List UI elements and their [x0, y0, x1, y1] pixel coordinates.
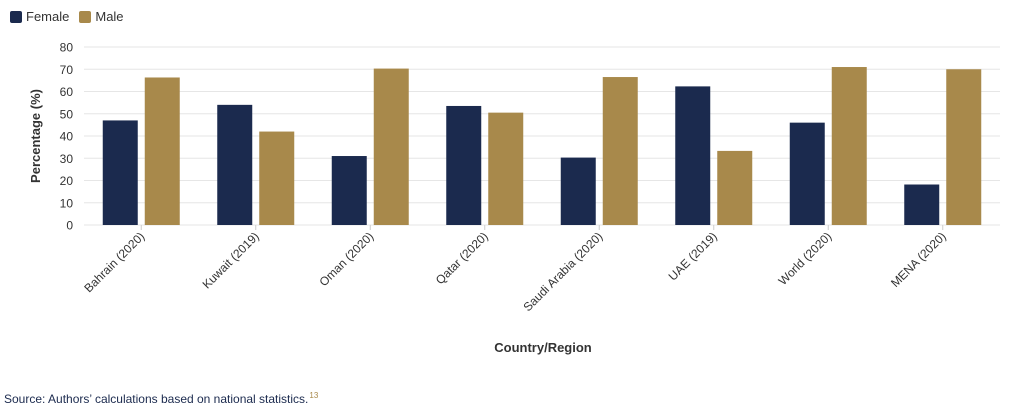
bar-male[interactable] — [717, 150, 753, 225]
bar-female[interactable] — [904, 184, 940, 225]
y-tick-label: 10 — [60, 196, 74, 210]
x-tick-label: Oman (2020) — [316, 229, 376, 289]
y-tick-label: 0 — [66, 219, 73, 233]
bar-male[interactable] — [488, 112, 524, 225]
legend-item-female[interactable]: Female — [10, 9, 69, 24]
y-tick-label: 20 — [60, 174, 74, 188]
footnote-ref[interactable]: 13 — [309, 391, 319, 400]
x-tick-label: Qatar (2020) — [433, 229, 491, 287]
x-axis-label: Country/Region — [494, 340, 592, 355]
bar-male[interactable] — [602, 77, 638, 225]
y-tick-label: 30 — [60, 152, 74, 166]
legend-swatch-male — [79, 10, 92, 23]
bar-chart: 0 10 20 30 40 50 60 70 80 Bahrain (2020) Kuwait (… — [28, 41, 1000, 355]
bars — [102, 67, 982, 226]
bar-female[interactable] — [560, 157, 596, 225]
legend-label-female: Female — [26, 9, 70, 24]
y-tick-label: 60 — [60, 85, 74, 99]
bar-male[interactable] — [373, 68, 409, 226]
x-tick-label: World (2020) — [776, 229, 835, 288]
bar-male[interactable] — [946, 69, 982, 225]
x-tick-label: UAE (2019) — [666, 229, 720, 283]
bar-female[interactable] — [331, 156, 367, 225]
bar-male[interactable] — [144, 77, 180, 225]
bar-female[interactable] — [446, 105, 482, 225]
chart-legend: Female Male — [10, 9, 134, 24]
y-tick-label: 40 — [60, 130, 74, 144]
bar-male[interactable] — [831, 67, 867, 226]
bar-female[interactable] — [217, 104, 253, 225]
x-tick-label: Kuwait (2019) — [200, 229, 262, 291]
legend-label-male: Male — [95, 9, 124, 24]
bar-female[interactable] — [102, 120, 138, 225]
y-axis-label: Percentage (%) — [28, 89, 43, 183]
y-tick-label: 80 — [60, 41, 74, 55]
legend-item-male[interactable]: Male — [79, 9, 124, 24]
bar-male[interactable] — [259, 131, 295, 225]
x-tick-label: MENA (2020) — [888, 229, 949, 290]
y-axis-ticks: 0 10 20 30 40 50 60 70 80 — [60, 41, 74, 233]
x-tick-label: Bahrain (2020) — [81, 229, 147, 295]
source-text: Source: Authors’ calculations based on n… — [4, 392, 309, 406]
y-tick-label: 70 — [60, 63, 74, 77]
x-tick-label: Saudi Arabia (2020) — [520, 229, 605, 314]
y-tick-label: 50 — [60, 107, 74, 121]
bar-female[interactable] — [789, 122, 825, 225]
bar-female[interactable] — [675, 86, 711, 225]
legend-swatch-female — [10, 10, 22, 23]
x-axis-ticks: Bahrain (2020) Kuwait (2019) Oman (2020) Qa… — [81, 225, 949, 314]
source-note: Source: Authors’ calculations based on n… — [4, 391, 318, 406]
